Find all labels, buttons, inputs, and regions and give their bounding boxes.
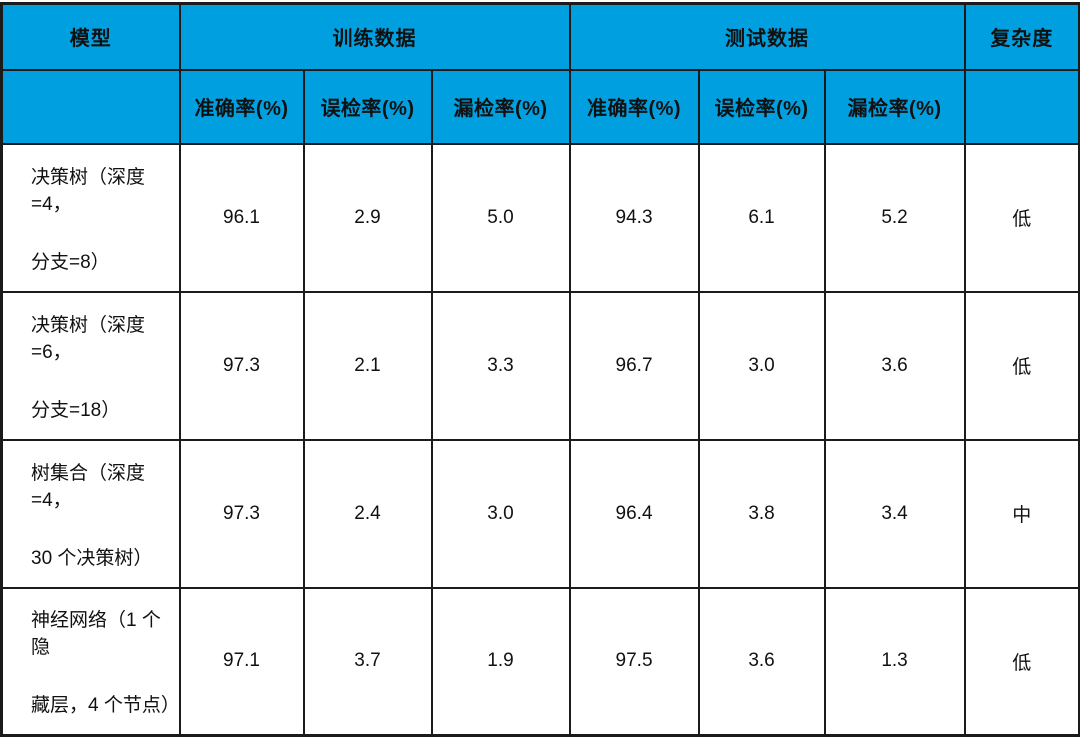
- test-accuracy-value: 96.7: [568, 290, 700, 441]
- model-name: 决策树（深度=6， 分支=18）: [4, 310, 178, 422]
- complexity-value: 低: [963, 290, 1080, 441]
- train-false-detection-value: 2.4: [302, 438, 433, 589]
- train-missed-detection-value: 3.0: [430, 438, 571, 589]
- train-data-group-header: 训练数据: [178, 2, 571, 71]
- test-missed-detection-value: 3.4: [823, 438, 966, 589]
- test-accuracy-value: 97.5: [568, 586, 700, 737]
- model-name-cell: 决策树（深度=4， 分支=8）: [0, 142, 181, 293]
- test-accuracy-header: 准确率(%): [568, 68, 700, 145]
- model-name-line: 30 个决策树）: [31, 547, 153, 569]
- test-missed-detection-value: 5.2: [823, 142, 966, 293]
- table-metric-header-row: 准确率(%) 误检率(%) 漏检率(%) 准确率(%) 误检率(%) 漏检率(%…: [0, 68, 1080, 145]
- model-name-line: 决策树（深度=6，: [31, 314, 146, 363]
- model-name-line: 决策树（深度=4，: [31, 166, 146, 215]
- train-accuracy-value: 97.3: [178, 438, 305, 589]
- model-name: 树集合（深度=4， 30 个决策树）: [4, 458, 178, 570]
- train-missed-detection-value: 3.3: [430, 290, 571, 441]
- test-missed-detection-value: 1.3: [823, 586, 966, 737]
- train-accuracy-value: 97.3: [178, 290, 305, 441]
- table-row: 决策树（深度=4， 分支=8） 96.1 2.9 5.0 94.3 6.1 5.…: [0, 142, 1080, 293]
- complexity-value: 低: [963, 142, 1080, 293]
- table-group-header-row: 模型 训练数据 测试数据 复杂度: [0, 2, 1080, 71]
- test-accuracy-value: 94.3: [568, 142, 700, 293]
- test-false-detection-value: 3.8: [697, 438, 826, 589]
- model-name: 决策树（深度=4， 分支=8）: [4, 162, 178, 274]
- model-name-cell: 树集合（深度=4， 30 个决策树）: [0, 438, 181, 589]
- model-header-spacer: [0, 68, 181, 145]
- table-row: 神经网络（1 个隐 藏层，4 个节点） 97.1 3.7 1.9 97.5 3.…: [0, 586, 1080, 737]
- test-data-group-header: 测试数据: [568, 2, 966, 71]
- model-column-header: 模型: [0, 2, 181, 71]
- train-missed-detection-value: 1.9: [430, 586, 571, 737]
- complexity-value: 低: [963, 586, 1080, 737]
- table-row: 决策树（深度=6， 分支=18） 97.3 2.1 3.3 96.7 3.0 3…: [0, 290, 1080, 441]
- train-accuracy-value: 96.1: [178, 142, 305, 293]
- model-name-line: 分支=18）: [31, 399, 121, 421]
- train-accuracy-header: 准确率(%): [178, 68, 305, 145]
- test-missed-detection-value: 3.6: [823, 290, 966, 441]
- train-false-detection-value: 2.1: [302, 290, 433, 441]
- train-accuracy-value: 97.1: [178, 586, 305, 737]
- test-missed-detection-header: 漏检率(%): [823, 68, 966, 145]
- train-missed-detection-value: 5.0: [430, 142, 571, 293]
- test-false-detection-header: 误检率(%): [697, 68, 826, 145]
- test-false-detection-value: 3.6: [697, 586, 826, 737]
- model-name-line: 神经网络（1 个隐: [31, 610, 161, 659]
- model-name-line: 树集合（深度=4，: [31, 462, 146, 511]
- table-row: 树集合（深度=4， 30 个决策树） 97.3 2.4 3.0 96.4 3.8…: [0, 438, 1080, 589]
- model-name-cell: 决策树（深度=6， 分支=18）: [0, 290, 181, 441]
- train-missed-detection-header: 漏检率(%): [430, 68, 571, 145]
- test-accuracy-value: 96.4: [568, 438, 700, 589]
- test-false-detection-value: 3.0: [697, 290, 826, 441]
- test-false-detection-value: 6.1: [697, 142, 826, 293]
- complexity-column-header: 复杂度: [963, 2, 1080, 71]
- complexity-value: 中: [963, 438, 1080, 589]
- train-false-detection-value: 2.9: [302, 142, 433, 293]
- complexity-header-spacer: [963, 68, 1080, 145]
- train-false-detection-header: 误检率(%): [302, 68, 433, 145]
- model-name: 神经网络（1 个隐 藏层，4 个节点）: [4, 605, 180, 717]
- model-name-line: 藏层，4 个节点）: [31, 695, 180, 717]
- train-false-detection-value: 3.7: [302, 586, 433, 737]
- model-name-cell: 神经网络（1 个隐 藏层，4 个节点）: [0, 586, 181, 737]
- model-name-line: 分支=8）: [31, 251, 110, 273]
